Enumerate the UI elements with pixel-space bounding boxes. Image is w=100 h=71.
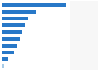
Bar — [70, 1, 98, 70]
Bar — [2, 30, 22, 34]
Bar — [2, 37, 20, 41]
Bar — [2, 64, 4, 68]
Bar — [2, 23, 25, 27]
Bar — [2, 58, 8, 61]
Bar — [2, 10, 36, 13]
Bar — [2, 17, 28, 20]
Bar — [2, 51, 14, 54]
Bar — [2, 3, 66, 7]
Bar — [2, 44, 17, 48]
